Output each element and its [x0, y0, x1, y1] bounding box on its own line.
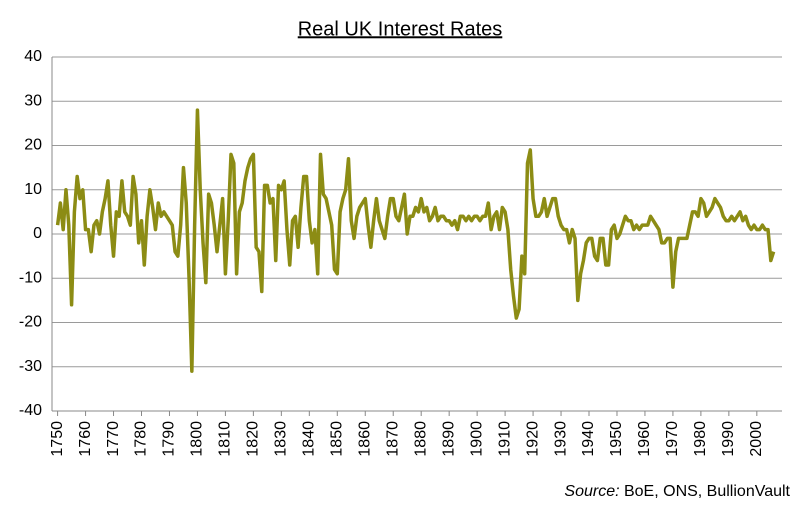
line-series [55, 108, 776, 373]
x-tick-label: 1920 [524, 421, 541, 457]
x-tick-label: 1850 [329, 421, 346, 457]
x-tick-label: 1930 [552, 421, 569, 457]
x-tick-label: 1870 [384, 421, 401, 457]
y-tick-label: -10 [19, 269, 42, 286]
y-tick-label: 30 [24, 92, 42, 109]
y-tick-label: 40 [24, 48, 42, 65]
x-tick-label: 1950 [608, 421, 625, 457]
source: Source: BoE, ONS, BullionVault [564, 483, 790, 500]
x-tick-label: 2000 [748, 421, 765, 457]
x-tick-label: 1800 [189, 421, 206, 457]
y-tick-label: -30 [19, 358, 42, 375]
y-tick-label: 10 [24, 181, 42, 198]
x-tick-label: 1830 [273, 421, 290, 457]
x-tick-label: 1820 [245, 421, 262, 457]
x-tick-label: 1790 [161, 421, 178, 457]
y-tick-label: -20 [19, 314, 42, 331]
x-tick-label: 1940 [580, 421, 597, 457]
x-tick-label: 1860 [356, 421, 373, 457]
x-tick-label: 1760 [77, 421, 94, 457]
x-tick-label: 1810 [217, 421, 234, 457]
x-tick-label: 1900 [468, 421, 485, 457]
x-tick-label: 1990 [720, 421, 737, 457]
x-tick-label: 1750 [49, 421, 66, 457]
x-tick-label: 1770 [105, 421, 122, 457]
source-label: Source: [564, 483, 619, 500]
chart-title: Real UK Interest Rates [298, 18, 503, 40]
x-tick-label: 1780 [133, 421, 150, 457]
y-tick-label: -40 [19, 402, 42, 419]
x-tick-label: 1980 [692, 421, 709, 457]
x-tick-label: 1970 [664, 421, 681, 457]
x-tick-label: 1960 [636, 421, 653, 457]
x-tick-label: 1840 [301, 421, 318, 457]
x-tick-label: 1890 [440, 421, 457, 457]
y-tick-label: 20 [24, 137, 42, 154]
x-tick-label: 1910 [496, 421, 513, 457]
x-tick-label: 1880 [412, 421, 429, 457]
source-text: BoE, ONS, BullionVault [624, 483, 791, 500]
y-tick-label: 0 [33, 225, 42, 242]
